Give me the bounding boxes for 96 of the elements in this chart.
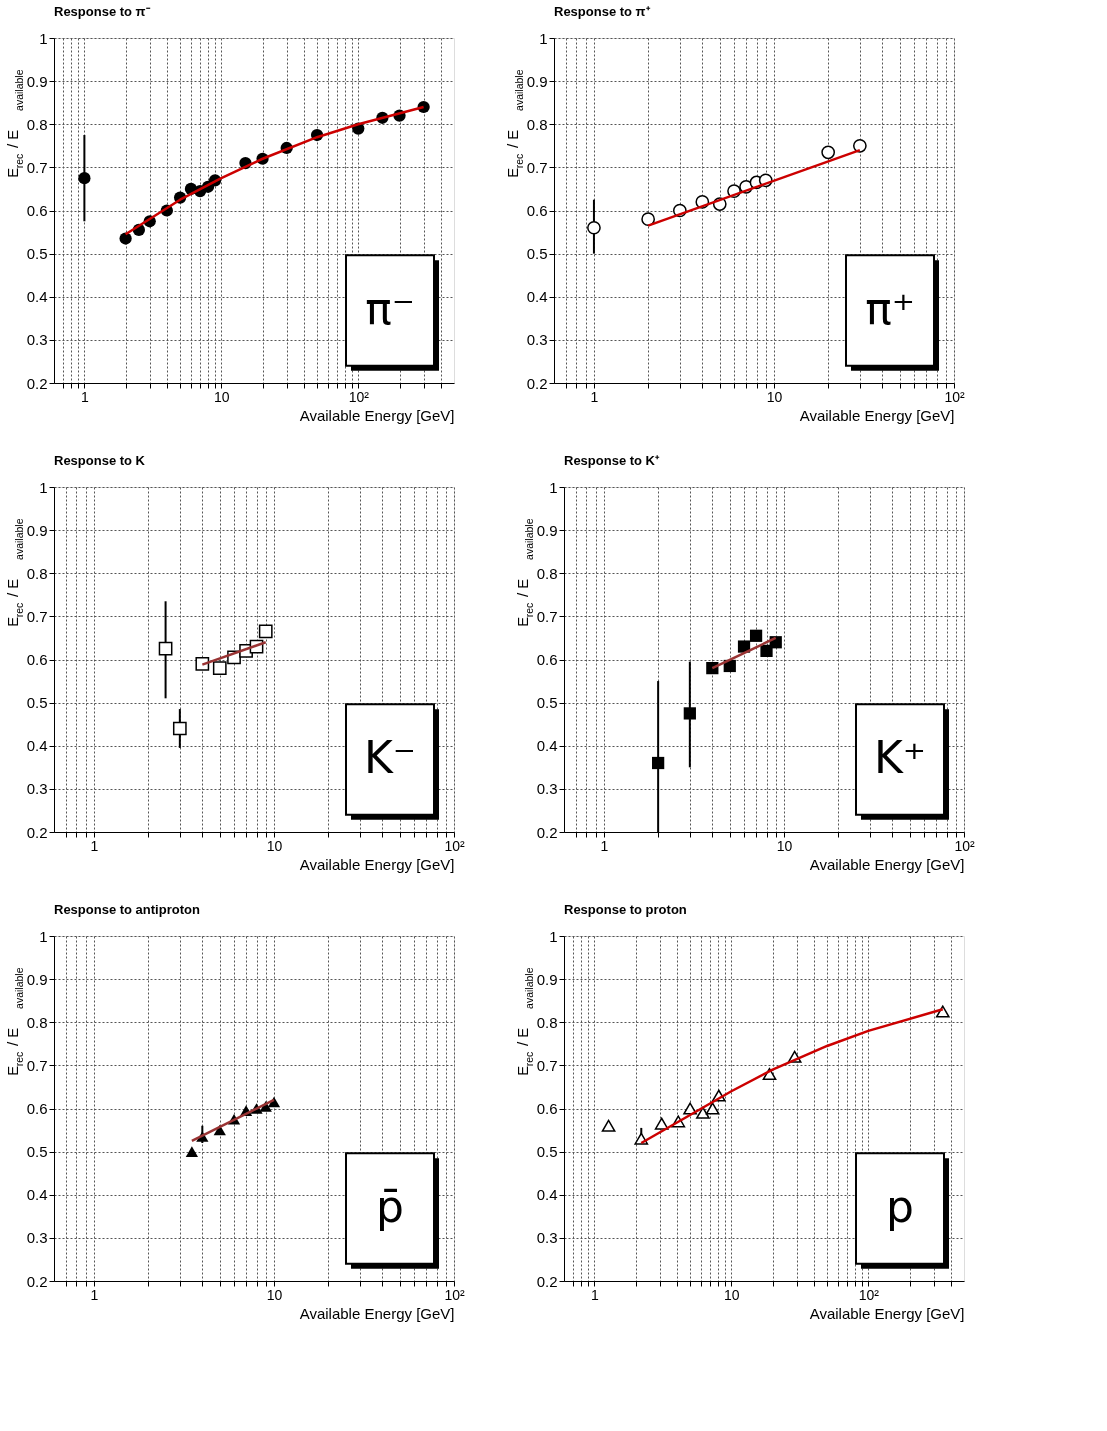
annotation: π⁺	[865, 282, 915, 334]
x-tick-label: 1	[590, 1286, 599, 1303]
y-tick-label: 0.5	[26, 694, 48, 712]
text: Erec / Eavailable	[4, 69, 25, 178]
x-tick-label: 10	[766, 388, 783, 405]
y-tick-label: 0.7	[536, 607, 558, 625]
annotation: K⁻	[363, 731, 417, 783]
annotation: p	[886, 1180, 914, 1232]
x-tick-label: 1	[600, 837, 609, 854]
y-tick-label: 0.6	[26, 651, 48, 668]
y-tick-label: 1	[539, 29, 548, 47]
y-tick-label: 0.3	[26, 1229, 48, 1247]
y-tick-label: 0.8	[536, 564, 558, 582]
x-tick-label: 10²	[954, 837, 975, 854]
y-tick-label: 0.8	[26, 564, 48, 582]
y-tick-label: 0.6	[536, 651, 558, 668]
x-tick-label: 10²	[858, 1286, 880, 1303]
chart-title: Response to K	[54, 453, 146, 468]
y-tick-label: 0.2	[26, 823, 48, 841]
x-axis-title: Available Energy [GeV]	[299, 855, 455, 873]
y-tick-label: 0.4	[536, 1186, 558, 1204]
annotation: p̄	[376, 1180, 404, 1232]
x-tick-label: 10	[266, 837, 283, 854]
y-tick-label: 0.3	[26, 780, 48, 798]
text: Erec / Eavailable	[4, 518, 25, 627]
x-axis-title: Available Energy [GeV]	[299, 1304, 455, 1322]
y-tick-label: 0.3	[536, 1229, 558, 1247]
x-tick-label: 10²	[444, 1286, 465, 1303]
y-tick-label: 0.4	[26, 1186, 48, 1204]
y-tick-label: 0.7	[526, 158, 548, 176]
x-tick-label: 1	[90, 1286, 99, 1303]
x-axis-title: Available Energy [GeV]	[809, 1304, 965, 1322]
y-tick-label: 0.7	[26, 1056, 48, 1074]
x-tick-label: 1	[90, 837, 99, 854]
y-tick-label: 0.8	[536, 1013, 558, 1031]
y-tick-label: 1	[39, 927, 48, 945]
y-tick-label: 0.6	[26, 202, 48, 219]
annotation: π⁻	[365, 282, 415, 334]
x-tick-label: 10	[266, 1286, 283, 1303]
y-tick-label: 0.4	[536, 737, 558, 755]
chart-title: Response to antiproton	[54, 902, 200, 917]
y-tick-label: 0.6	[536, 1100, 558, 1117]
y-tick-label: 0.9	[26, 521, 48, 539]
y-tick-label: 0.9	[526, 72, 548, 90]
y-tick-label: 0.3	[26, 331, 48, 349]
chart-title: Response to π⁺	[554, 4, 651, 19]
chart-title: Response to π⁻	[54, 4, 151, 19]
x-tick-label: 10²	[444, 837, 465, 854]
y-tick-label: 0.4	[526, 288, 548, 306]
y-tick-label: 0.5	[536, 1143, 558, 1161]
y-tick-label: 1	[549, 478, 558, 496]
y-tick-label: 0.2	[26, 374, 48, 392]
x-tick-label: 10	[776, 837, 793, 854]
y-tick-label: 0.5	[526, 245, 548, 263]
y-tick-label: 1	[39, 478, 48, 496]
x-tick-label: 1	[80, 388, 89, 405]
y-tick-label: 0.3	[536, 780, 558, 798]
x-axis-title: Available Energy [GeV]	[799, 406, 955, 424]
text: Erec / Eavailable	[504, 69, 525, 178]
text: Erec / Eavailable	[514, 518, 535, 627]
x-tick-label: 10²	[348, 388, 370, 405]
text: Erec / Eavailable	[4, 967, 25, 1076]
y-tick-label: 0.2	[26, 1272, 48, 1290]
y-tick-label: 1	[39, 29, 48, 47]
y-tick-label: 0.2	[536, 823, 558, 841]
y-tick-label: 0.5	[536, 694, 558, 712]
y-tick-label: 0.2	[526, 374, 548, 392]
y-tick-label: 0.2	[536, 1272, 558, 1290]
y-tick-label: 0.4	[26, 288, 48, 306]
x-tick-label: 10²	[944, 388, 965, 405]
y-tick-label: 0.9	[26, 72, 48, 90]
y-tick-label: 0.9	[26, 970, 48, 988]
y-tick-label: 0.8	[26, 1013, 48, 1031]
y-tick-label: 0.3	[526, 331, 548, 349]
y-tick-label: 0.6	[526, 202, 548, 219]
x-axis-title: Available Energy [GeV]	[299, 406, 455, 424]
annotation: K⁺	[873, 731, 927, 783]
y-tick-label: 0.5	[26, 1143, 48, 1161]
x-axis-title: Available Energy [GeV]	[809, 855, 965, 873]
y-tick-label: 0.4	[26, 737, 48, 755]
y-tick-label: 0.8	[26, 115, 48, 133]
y-tick-label: 0.9	[536, 521, 558, 539]
y-tick-label: 0.5	[26, 245, 48, 263]
y-tick-label: 0.6	[26, 1100, 48, 1117]
y-tick-label: 1	[549, 927, 558, 945]
y-tick-label: 0.9	[536, 970, 558, 988]
x-tick-label: 1	[590, 388, 599, 405]
text: Erec / Eavailable	[514, 967, 535, 1076]
y-tick-label: 0.7	[536, 1056, 558, 1074]
y-tick-label: 0.7	[26, 158, 48, 176]
chart-title: Response to proton	[564, 902, 687, 917]
x-tick-label: 10	[724, 1286, 740, 1303]
x-tick-label: 10	[214, 388, 230, 405]
chart-title: Response to K⁺	[564, 453, 661, 468]
y-tick-label: 0.7	[26, 607, 48, 625]
y-tick-label: 0.8	[526, 115, 548, 133]
